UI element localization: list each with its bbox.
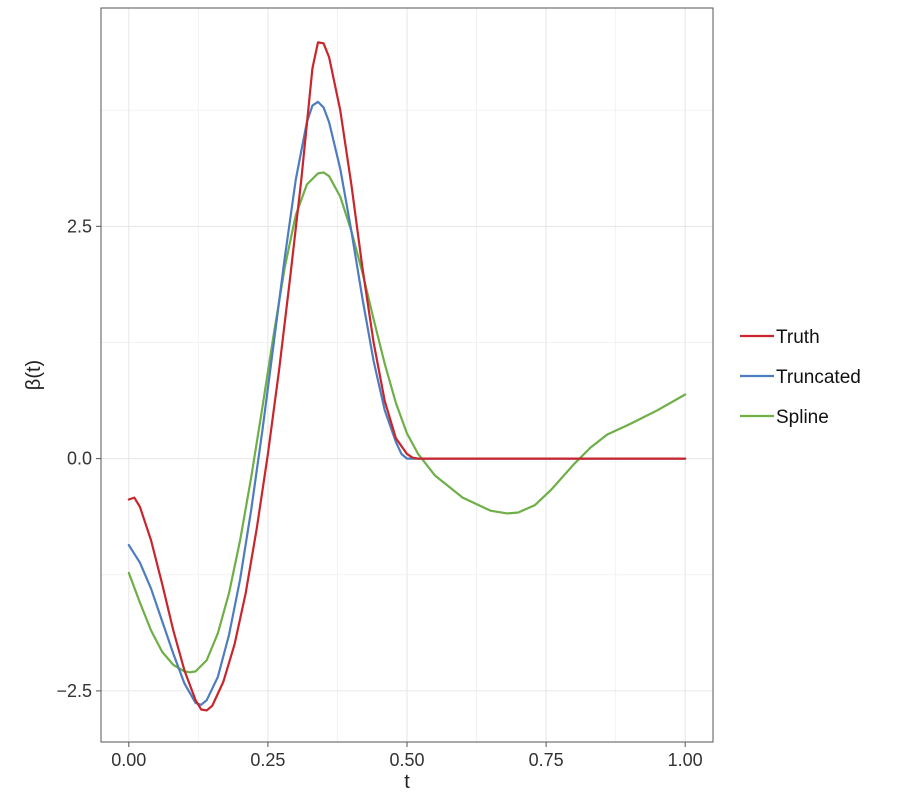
grid-lines [101,8,713,742]
legend-label-truncated: Truncated [776,367,861,388]
x-tick-label: 0.00 [111,750,146,770]
x-tick-label: 0.50 [389,750,424,770]
series-line-truncated [127,100,687,706]
series-line-spline [127,171,687,674]
y-tick-label: 0.0 [67,449,92,469]
series-line-truth [127,41,687,712]
x-axis-title: t [404,771,410,793]
series-lines [127,41,687,712]
y-tick-label: 2.5 [67,216,92,236]
x-axis: 0.00 0.25 0.50 0.75 1.00 [111,742,703,770]
x-tick-label: 1.00 [668,750,703,770]
legend: Truth Truncated Spline [740,327,861,428]
legend-label-truth: Truth [776,327,820,348]
x-tick-label: 0.75 [529,750,564,770]
legend-label-spline: Spline [776,407,829,428]
y-tick-label: −2.5 [56,681,92,701]
x-tick-label: 0.25 [250,750,285,770]
y-axis-title: β(t) [23,360,45,390]
y-axis: −2.5 0.0 2.5 [56,216,101,701]
